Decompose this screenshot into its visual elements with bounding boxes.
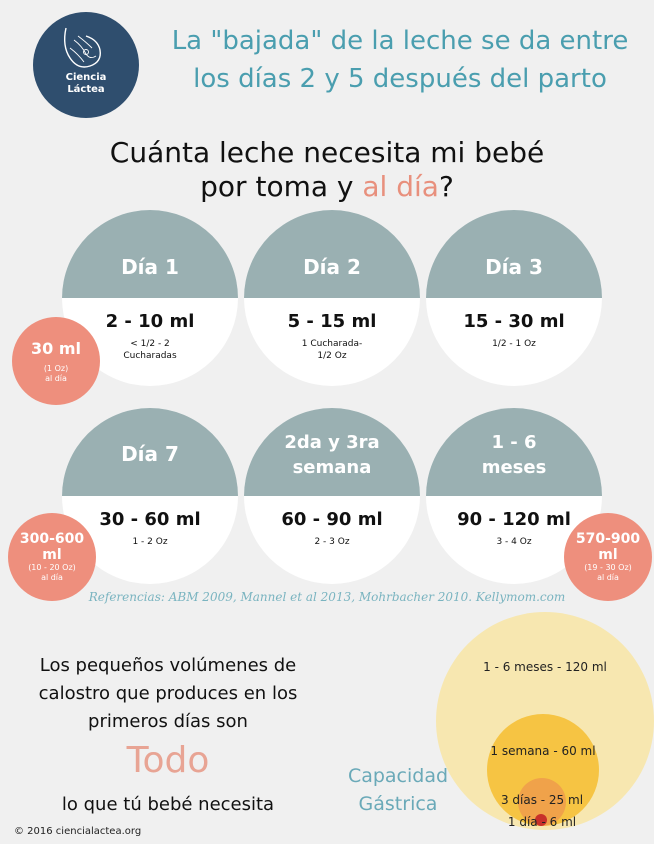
day-label: 1 - 6 meses [426, 430, 602, 480]
day-amount: 15 - 30 ml [463, 311, 565, 332]
day-label-line-2: semana [292, 457, 372, 478]
breast-logo-icon [63, 27, 101, 68]
question-title: Cuánta leche necesita mi bebé por toma y… [0, 136, 654, 204]
day-sub-2: Cucharadas [123, 351, 177, 361]
gastric-circle-1day [535, 814, 547, 826]
daily-oz: (1 Oz) [43, 364, 69, 373]
daily-total-bubble-2: 300-600 ml (10 - 20 Oz) al día [8, 513, 96, 601]
headline-line-1: La "bajada" de la leche se da entre [171, 26, 629, 56]
gastric-label-3days: 3 días - 25 ml [500, 793, 584, 807]
references: Referencias: ABM 2009, Mannel et al 2013… [88, 590, 566, 604]
daily-amount: 30 ml [31, 339, 81, 358]
copyright: © 2016 ciencialactea.org [14, 826, 142, 837]
daily-amount-line-1: 300-600 [19, 531, 85, 547]
logo-line-2: Láctea [67, 84, 105, 95]
gastric-label-1day: 1 día - 6 ml [507, 815, 577, 829]
day-sub-1: 3 - 4 Oz [496, 537, 532, 547]
day-amount: 90 - 120 ml [457, 509, 571, 530]
gastric-capacity-line-2: Gástrica [358, 793, 438, 815]
daily-oz: (10 - 20 Oz) [28, 563, 76, 572]
calostro-message: Los pequeños volúmenes de calostro que p… [18, 652, 318, 736]
question-line-1: Cuánta leche necesita mi bebé [109, 136, 545, 169]
day-sub-1: 1 Cucharada- [301, 339, 363, 349]
gastric-capacity-title: Capacidad Gástrica [338, 762, 458, 818]
day-label: Día 3 [485, 255, 543, 279]
day-amount: 5 - 15 ml [287, 311, 377, 332]
day-cap [426, 210, 602, 298]
day-sub-1: < 1/2 - 2 [130, 339, 170, 349]
day-sub-1: 1 - 2 Oz [132, 537, 168, 547]
headline: La "bajada" de la leche se da entre los … [160, 22, 640, 98]
logo: Ciencia Láctea [33, 12, 139, 118]
logo-line-1: Ciencia [65, 72, 107, 83]
day-circle-3: Día 3 15 - 30 ml 1/2 - 1 Oz [426, 210, 602, 386]
day-cap [426, 408, 602, 496]
gastric-capacity-line-1: Capacidad [347, 765, 449, 787]
question-accent: al día [362, 170, 439, 203]
calostro-line-3: primeros días son [88, 711, 248, 732]
calostro-line-2: calostro que produces en los [38, 683, 298, 704]
calostro-line-1: Los pequeños volúmenes de [39, 655, 297, 676]
question-line-2-post: ? [438, 170, 454, 203]
day-label: Día 1 [121, 255, 179, 279]
day-sub-1: 2 - 3 Oz [314, 537, 350, 547]
daily-total-bubble-1: 30 ml (1 Oz) al día [12, 317, 100, 405]
headline-line-2: los días 2 y 5 después del parto [193, 64, 607, 94]
day-label: 2da y 3ra semana [244, 430, 420, 480]
day-cap [244, 210, 420, 298]
question-line-2: por toma y al día? [0, 170, 654, 204]
day-label: Día 7 [121, 442, 179, 466]
day-amount: 2 - 10 ml [105, 311, 195, 332]
calostro-line-4: lo que tú bebé necesita [61, 794, 275, 815]
daily-unit: al día [597, 573, 619, 582]
day-cap [62, 408, 238, 496]
question-line-2-pre: por toma y [200, 170, 363, 203]
day-circle-weeks: 2da y 3ra semana 60 - 90 ml 2 - 3 Oz [244, 408, 420, 584]
day-cap [244, 408, 420, 496]
daily-unit: al día [41, 573, 63, 582]
day-amount: 30 - 60 ml [99, 509, 201, 530]
gastric-label-months: 1 - 6 meses - 120 ml [483, 660, 607, 674]
todo-emphasis: Todo [126, 740, 210, 781]
day-cap [62, 210, 238, 298]
daily-oz: (19 - 30 Oz) [584, 563, 632, 572]
gastric-label-week: 1 semana - 60 ml [490, 744, 596, 758]
daily-amount-line-2: ml [598, 547, 618, 563]
day-label-line-1: 1 - 6 [491, 432, 537, 453]
day-sub-2: 1/2 Oz [317, 351, 347, 361]
daily-amount-line-1: 570-900 [575, 531, 641, 547]
daily-unit: al día [45, 374, 67, 383]
daily-total-bubble-3: 570-900 ml (19 - 30 Oz) al día [564, 513, 652, 601]
day-label-line-2: meses [481, 457, 547, 478]
day-label-line-1: 2da y 3ra [284, 432, 380, 453]
day-amount: 60 - 90 ml [281, 509, 383, 530]
daily-amount-line-2: ml [42, 547, 62, 563]
day-label: Día 2 [303, 255, 361, 279]
day-circle-2: Día 2 5 - 15 ml 1 Cucharada- 1/2 Oz [244, 210, 420, 386]
day-sub-1: 1/2 - 1 Oz [492, 339, 536, 349]
